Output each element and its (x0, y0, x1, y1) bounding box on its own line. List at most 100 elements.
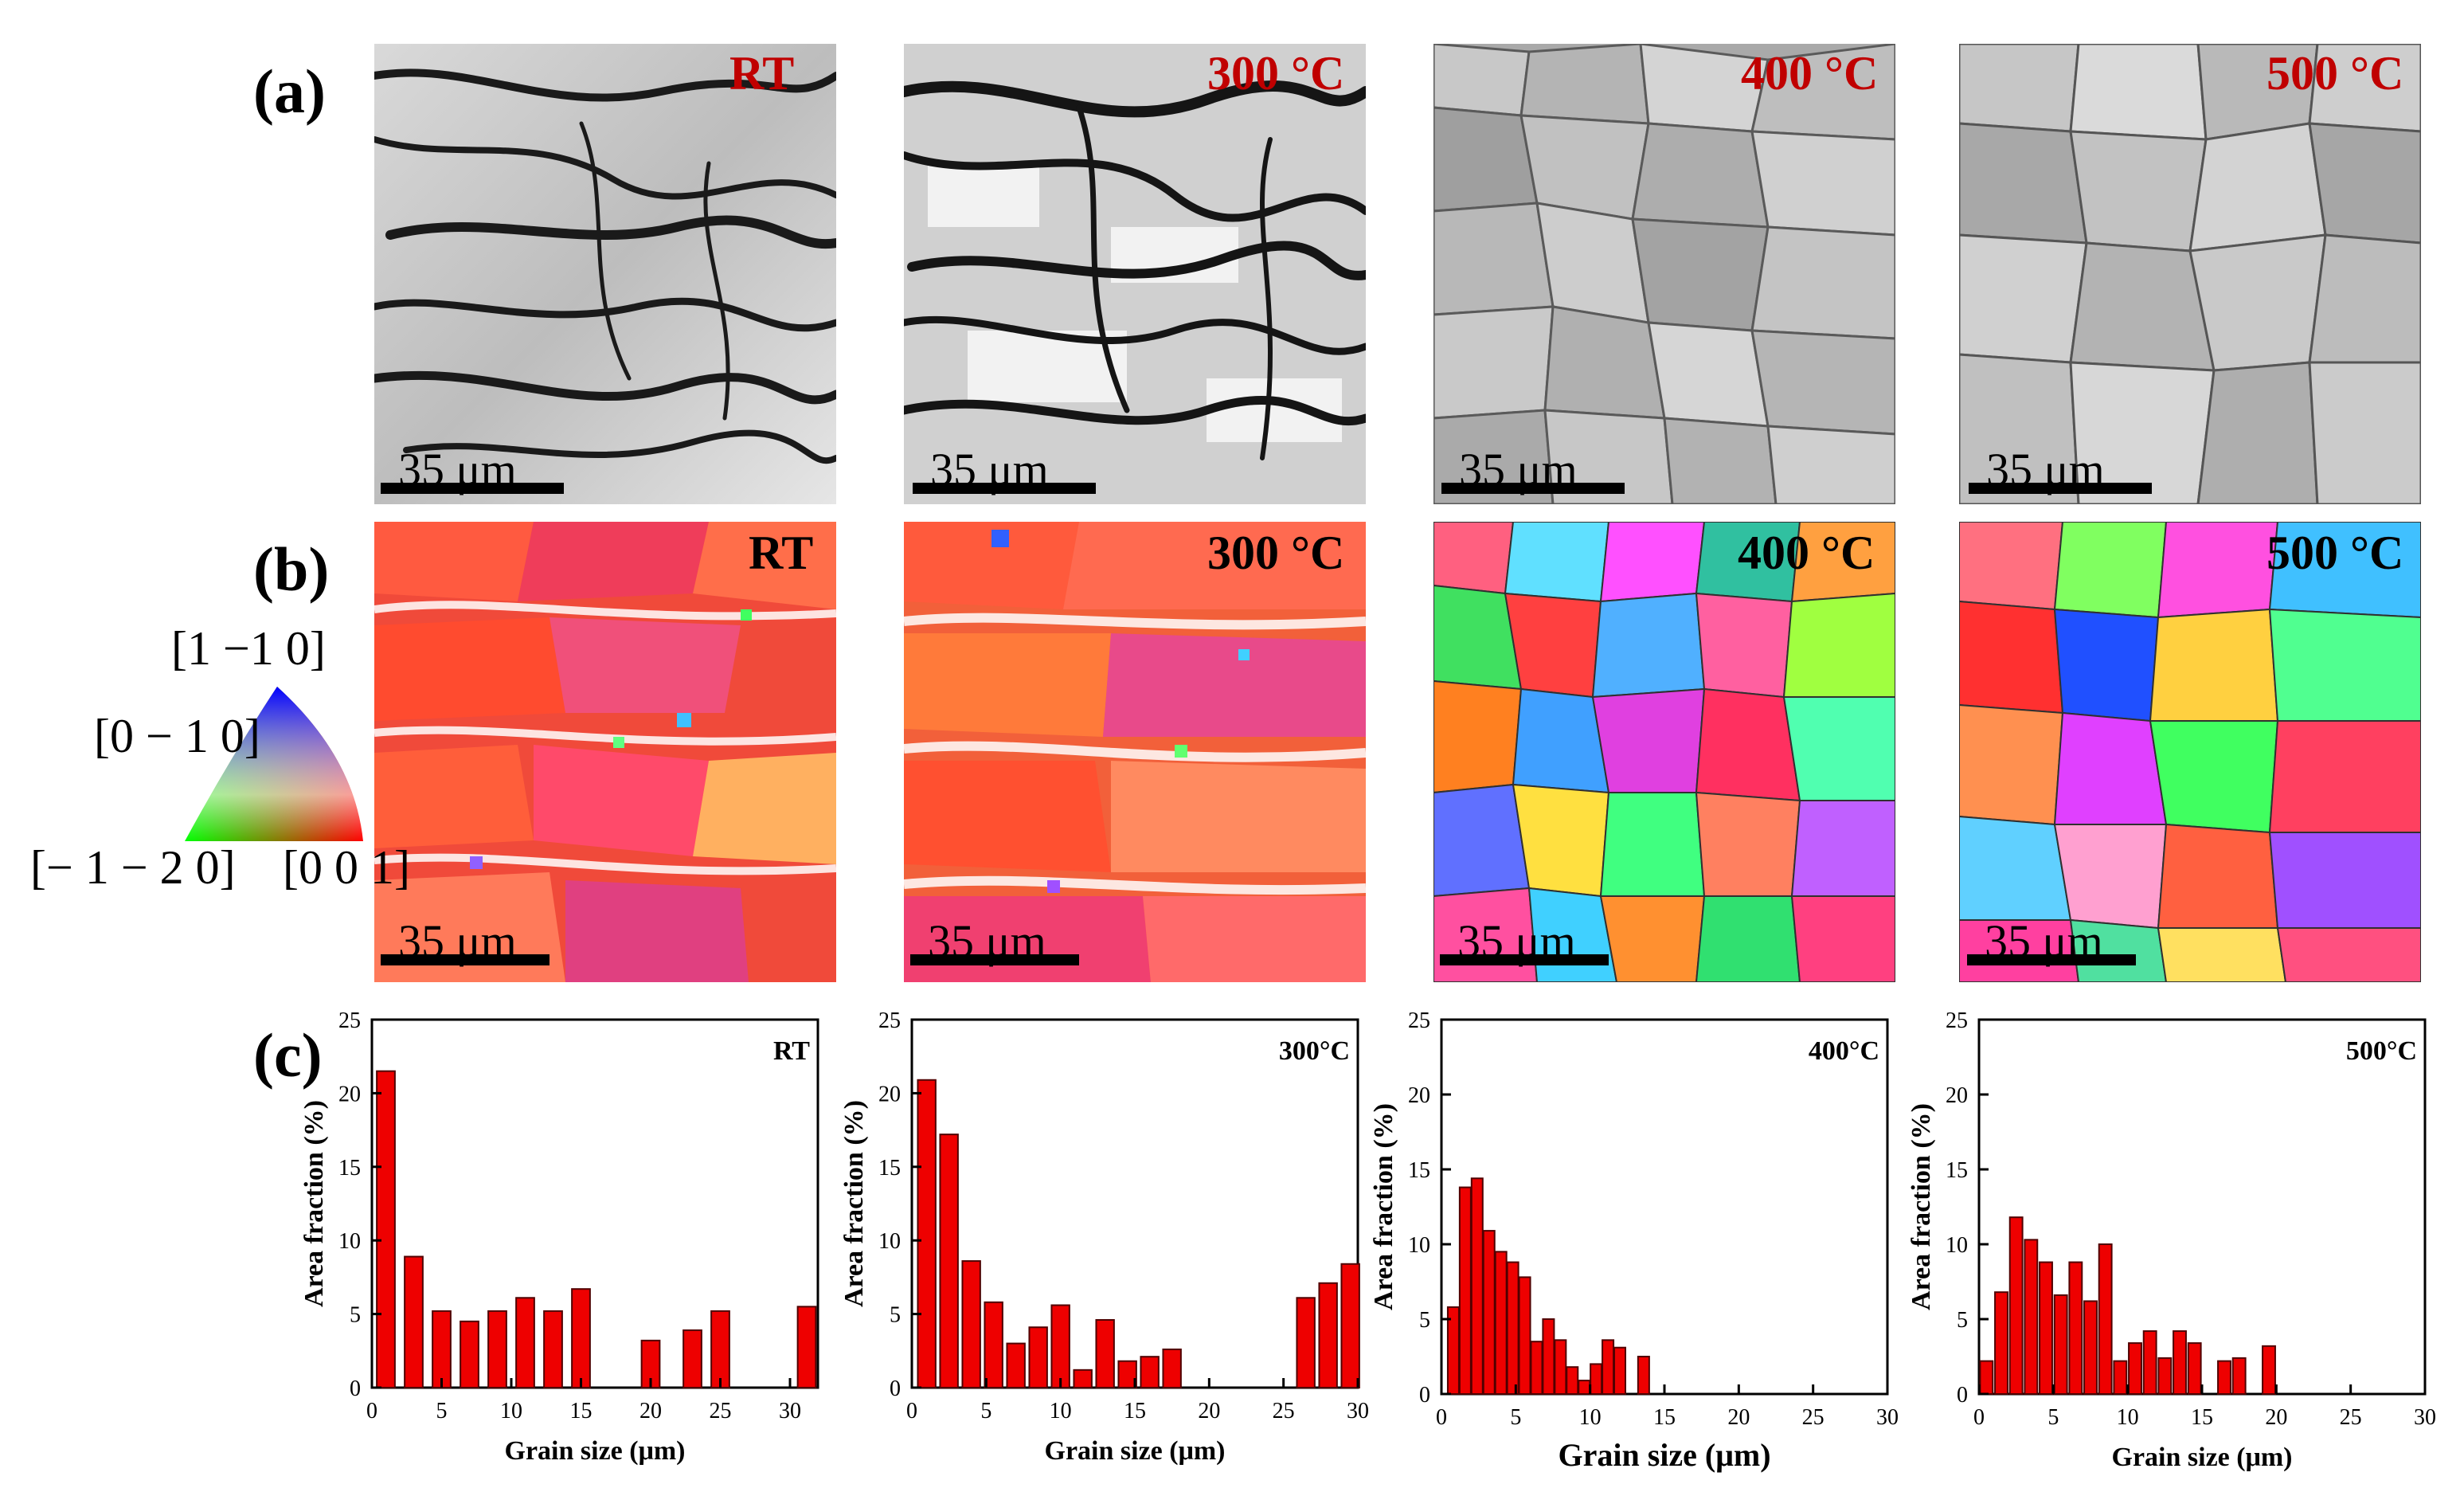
histogram-svg: 0 5 10 15 20 25 0 5 10 15 20 25 30 400°C Grain size (μ… (1369, 1008, 1899, 1473)
histogram-bar (1994, 1291, 2008, 1395)
histogram-bar (1494, 1251, 1508, 1395)
histogram-bar (2231, 1357, 2247, 1396)
ipf-map-300 (904, 522, 1366, 982)
histogram-bar (2128, 1342, 2142, 1395)
histogram-bar (432, 1310, 452, 1388)
histogram-bar (1530, 1341, 1543, 1396)
histogram-bar (961, 1260, 981, 1388)
temp-label-b-500: 500 °C (2266, 527, 2404, 579)
micrograph-a-300 (904, 44, 1366, 504)
y-tick-label: 5 (1957, 1308, 1968, 1333)
histogram-bar (1578, 1380, 1591, 1395)
y-axis-label: Area fraction (%) (1907, 1103, 1936, 1310)
temp-label-a-400: 400 °C (1741, 47, 1879, 100)
histogram-bar (1162, 1348, 1182, 1388)
histogram-bar (2039, 1261, 2053, 1395)
x-tick-label: 0 (1436, 1405, 1447, 1430)
chart-title: 400°C (1809, 1036, 1879, 1066)
scale-bar-b-500 (1967, 954, 2136, 965)
x-tick-label: 30 (1876, 1405, 1899, 1430)
x-tick-label: 20 (639, 1399, 662, 1423)
x-axis-label: Grain size (μm) (1045, 1436, 1226, 1466)
histogram-400: 0 5 10 15 20 25 0 5 10 15 20 25 30 400°C Grain size (μ… (1366, 997, 1907, 1475)
temp-label-a-300: 300 °C (1207, 47, 1345, 100)
x-tick-label: 15 (1653, 1405, 1676, 1430)
y-tick-label: 15 (1408, 1158, 1430, 1183)
temp-label-b-400: 400 °C (1738, 527, 1875, 579)
x-tick-label: 20 (1198, 1399, 1220, 1423)
histogram-bar (1458, 1186, 1472, 1395)
histogram-bar (1006, 1342, 1026, 1388)
histogram-bar (2187, 1342, 2202, 1395)
micrograph-a-500 (1959, 44, 2421, 504)
x-tick-label: 15 (1124, 1399, 1146, 1423)
chart-title: RT (773, 1036, 810, 1066)
x-tick-label: 5 (1510, 1405, 1521, 1430)
histogram-bar (2173, 1330, 2187, 1396)
histogram-bar (2157, 1357, 2173, 1396)
y-tick-label: 5 (890, 1303, 901, 1328)
ipf-key-triangle (183, 685, 374, 844)
histogram-bar (2024, 1239, 2039, 1395)
y-tick-label: 20 (1946, 1083, 1968, 1108)
scale-bar-b-300 (910, 954, 1079, 965)
panel-label-a: (a) (253, 57, 326, 126)
x-tick-label: 25 (1802, 1405, 1825, 1430)
histogram-bar (1554, 1339, 1567, 1396)
x-tick-label: 25 (1273, 1399, 1295, 1423)
histogram-bar (515, 1297, 535, 1388)
histogram-bar (543, 1310, 563, 1388)
scale-bar-a-rt (381, 483, 564, 494)
histogram-bar (710, 1310, 730, 1388)
histogram-bar (2008, 1216, 2024, 1395)
y-tick-label: 25 (1408, 1008, 1430, 1033)
scale-bar-b-400 (1440, 954, 1609, 965)
histogram-500: 0 5 10 15 20 25 0 5 10 15 20 25 30 500°C Grain size (μ… (1895, 997, 2445, 1472)
x-tick-label: 10 (1579, 1405, 1602, 1430)
histogram-bar (1518, 1276, 1531, 1395)
histogram-bar (376, 1070, 396, 1389)
histogram-bar (1613, 1346, 1626, 1395)
y-tick-label: 0 (350, 1376, 361, 1401)
y-tick-label: 0 (890, 1376, 901, 1401)
histogram-bar (2142, 1330, 2157, 1396)
ipf-map-500-image (1959, 522, 2421, 982)
panel-label-c: (c) (253, 1020, 323, 1090)
scale-bar-a-300 (913, 483, 1096, 494)
y-tick-label: 15 (878, 1156, 901, 1181)
ipf-map-rt-image (374, 522, 836, 982)
y-tick-label: 5 (350, 1303, 361, 1328)
x-tick-label: 15 (2191, 1405, 2213, 1430)
y-tick-label: 10 (878, 1229, 901, 1254)
ipf-key-top-label: [1 −1 0] (171, 622, 326, 675)
histogram-rt: 0 5 10 15 20 25 0 5 10 15 20 25 30 RT Grain size (μm) A… (296, 997, 838, 1466)
ipf-key-triangle-image (185, 687, 363, 841)
histogram-bar (2262, 1345, 2276, 1395)
histogram-bar (2083, 1300, 2098, 1395)
x-axis-label: Grain size (μm) (2112, 1443, 2293, 1472)
x-tick-label: 10 (2117, 1405, 2139, 1430)
micrograph-a-400-image (1433, 44, 1895, 504)
histogram-bar (682, 1329, 702, 1389)
histogram-bar (939, 1134, 959, 1388)
micrograph-a-rt (374, 44, 836, 504)
scale-bar-a-400 (1441, 483, 1625, 494)
plot-frame (370, 1018, 819, 1389)
ipf-map-500 (1959, 522, 2421, 982)
temp-label-b-rt: RT (749, 527, 814, 579)
histogram-bar (1542, 1318, 1555, 1395)
micrograph-a-400 (1433, 44, 1895, 504)
x-tick-label: 10 (1050, 1399, 1072, 1423)
ipf-map-300-image (904, 522, 1366, 982)
histogram-bar (2053, 1294, 2068, 1396)
ipf-key-left-label: [0 − 1 0] (94, 710, 260, 762)
histogram-bar (984, 1301, 1003, 1389)
temp-label-b-300: 300 °C (1207, 527, 1345, 579)
histogram-bar (404, 1255, 424, 1389)
x-tick-label: 30 (779, 1399, 801, 1423)
x-axis-label: Grain size (μm) (505, 1436, 686, 1466)
histogram-bar (2113, 1360, 2128, 1396)
histogram-bar (2098, 1243, 2113, 1395)
y-tick-label: 10 (1946, 1233, 1968, 1258)
histogram-bar (1073, 1369, 1093, 1389)
